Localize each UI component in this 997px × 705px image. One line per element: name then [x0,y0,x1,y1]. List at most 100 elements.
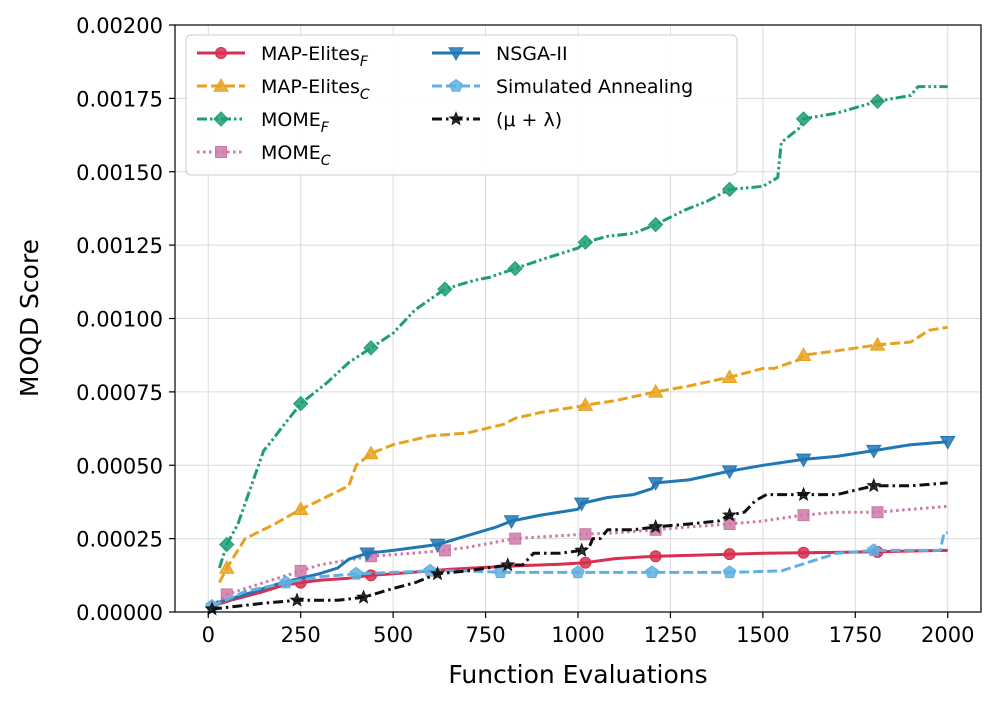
series-1 [218,325,948,584]
square-marker [797,509,810,522]
star-marker [796,486,812,501]
legend: MAP-ElitesF MAP-ElitesC MOMEF MOMEC NSGA-II S… [185,34,738,176]
pentagon-marker [645,565,659,579]
series-5 [205,531,948,612]
triangle-down-marker [795,453,812,468]
triangle-down-marker [448,47,464,62]
legend-entry-4: NSGA-II [432,43,568,65]
pentagon-marker [867,543,881,557]
pentagon-marker [722,565,737,579]
series-line [217,85,948,569]
diamond-marker [292,395,309,412]
legend-label: Simulated Annealing [496,76,693,98]
diamond-marker [647,216,664,233]
circle-marker [364,569,377,582]
pentagon-marker [449,78,463,92]
legend-label: MOMEF [261,109,330,136]
legend-label: MOMEC [261,142,331,169]
star-marker [722,507,738,522]
diamond-marker [577,234,594,250]
series-6 [204,477,948,616]
triangle-up-marker [795,347,812,361]
star-marker [574,542,590,557]
series-line [211,504,948,608]
circle-marker [579,556,592,569]
x-tick-label: 1500 [736,623,789,647]
legend-label: (μ + λ) [496,109,562,131]
x-tick-label: 0 [202,623,215,647]
triangle-up-marker [721,369,738,383]
legend-entry-3: MOMEC [197,142,331,169]
pentagon-marker [349,566,363,580]
legend-entry-5: Simulated Annealing [432,76,693,98]
y-tick-label: 0.00075 [76,381,163,405]
square-marker [215,146,227,158]
triangle-up-marker [647,383,664,398]
triangle-down-marker [721,465,738,480]
series-layer [204,85,956,616]
diamond-marker [869,93,886,110]
triangle-down-marker [939,436,956,450]
square-marker [294,564,307,577]
triangle-down-marker [647,477,664,491]
y-tick-label: 0.00125 [76,234,163,258]
square-marker [579,528,592,541]
x-tick-label: 250 [281,623,321,647]
circle-marker [649,550,662,563]
star-marker [448,111,464,126]
circle-marker [723,548,736,561]
axes: 0 250 500 750 1000 1250 1500 1750 2000 0.00000 0.0… [76,14,974,647]
circle-marker [797,546,810,559]
y-tick-label: 0.00000 [76,601,163,625]
circle-marker [215,47,227,59]
triangle-down-marker [359,547,376,562]
legend-label: MAP-ElitesC [261,76,370,103]
pentagon-marker [279,575,293,589]
y-tick-label: 0.00150 [76,161,163,185]
diamond-marker [219,536,235,553]
triangle-up-marker [869,336,886,351]
pentagon-marker [571,565,585,579]
diamond-marker [363,340,379,356]
triangle-up-marker [363,445,379,460]
legend-label: NSGA-II [496,43,568,65]
series-line [218,325,948,584]
diamond-marker [721,181,738,198]
series-line [211,481,948,611]
x-tick-label: 1000 [551,623,604,647]
legend-entry-6: (μ + λ) [432,109,562,131]
triangle-down-marker [865,444,882,459]
triangle-down-marker [429,538,446,553]
series-line [215,440,948,605]
star-marker [430,565,445,581]
legend-label: MAP-ElitesF [261,43,369,70]
diamond-marker [437,281,453,297]
star-marker [866,477,882,493]
series-2 [217,85,948,569]
diamond-marker [213,111,229,127]
triangle-up-marker [218,559,235,574]
star-marker [356,589,372,604]
y-tick-label: 0.00175 [76,87,163,111]
y-axis-title: MOQD Score [15,239,44,397]
legend-entry-1: MAP-ElitesC [197,76,370,103]
x-tick-label: 750 [466,623,506,647]
x-tick-label: 500 [373,623,413,647]
star-marker [648,519,664,534]
triangle-down-marker [503,515,520,530]
diamond-marker [795,111,812,127]
x-tick-label: 1250 [644,623,697,647]
diamond-marker [507,260,523,277]
triangle-down-marker [573,497,590,512]
square-marker [438,544,451,557]
star-marker [500,557,516,572]
triangle-up-marker [577,397,594,411]
triangle-up-marker [213,77,229,92]
x-tick-label: 2000 [921,623,974,647]
y-tick-label: 0.00200 [76,14,163,38]
y-tick-label: 0.00050 [76,454,163,478]
square-marker [871,506,884,519]
legend-entry-0: MAP-ElitesF [197,43,369,70]
star-marker [289,592,305,607]
